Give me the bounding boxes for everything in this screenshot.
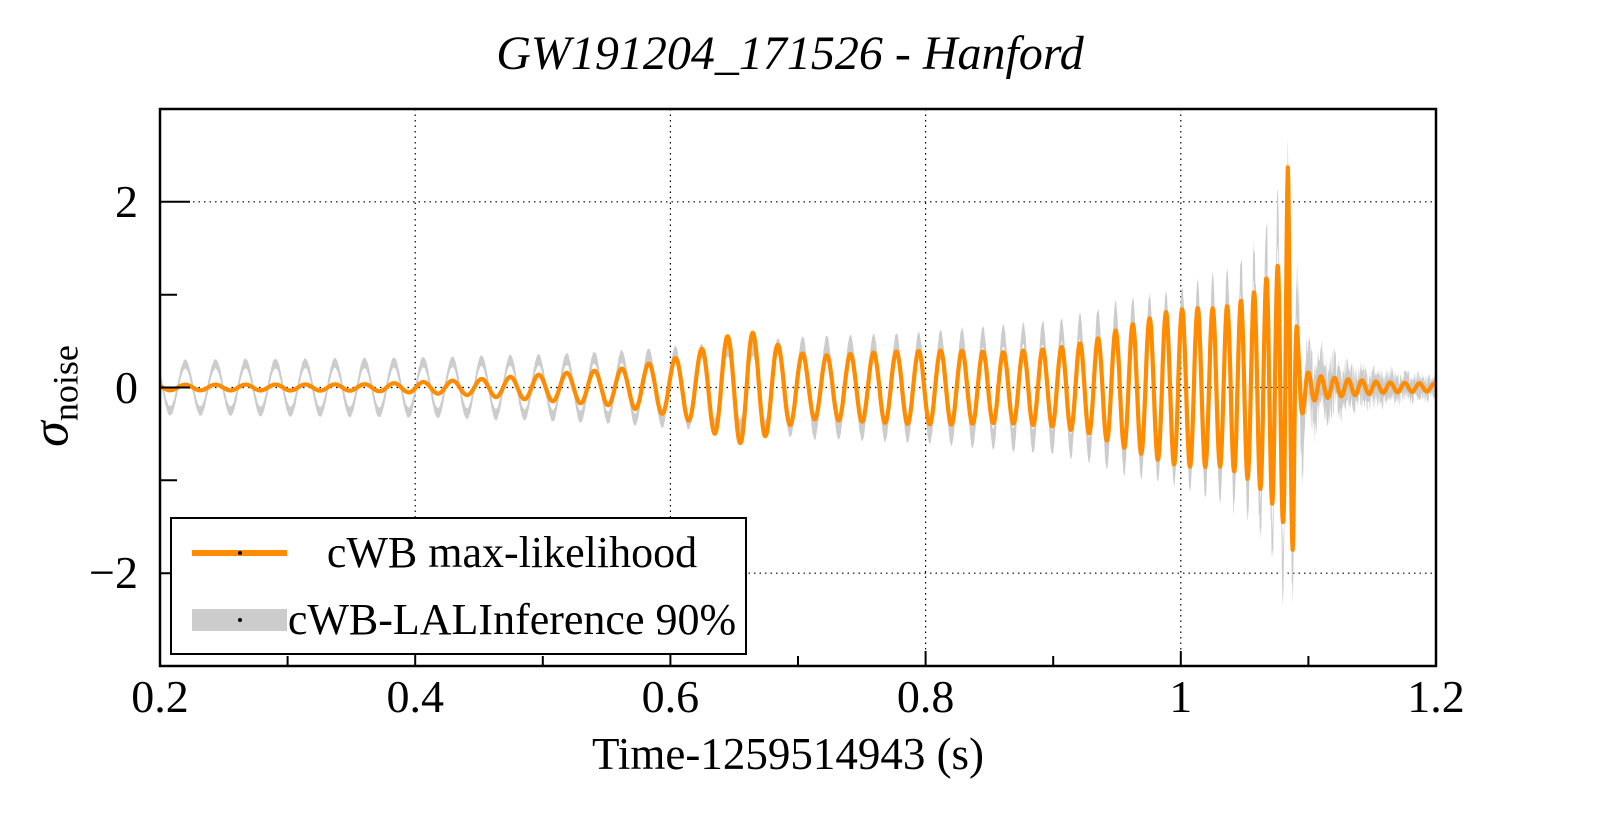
x-tick-label: 0.4: [386, 671, 444, 722]
legend-label: cWB max-likelihood: [326, 528, 698, 577]
legend-entry-credible-band: cWB-LALInference 90%: [172, 586, 745, 653]
x-axis-title: Time-1259514943 (s): [591, 729, 985, 779]
x-tick-label: 1.2: [1407, 671, 1465, 722]
x-tick-label: 0.8: [896, 671, 955, 722]
legend-marker-dot: [237, 550, 242, 555]
waveform-line: [160, 165, 1436, 552]
x-tick-label: 1: [1169, 671, 1193, 722]
legend-marker-dot: [237, 617, 242, 622]
legend: cWB max-likelihood cWB-LALInference 90%: [170, 517, 747, 655]
x-tick-label: 0.6: [641, 671, 700, 722]
legend-line-swatch: [192, 519, 287, 586]
y-tick-label: 2: [115, 175, 138, 227]
legend-band-swatch: [192, 586, 287, 653]
y-tick-label: −2: [89, 547, 138, 599]
y-tick-label: 0: [115, 361, 138, 413]
x-tick-label: 0.2: [131, 671, 189, 722]
plot-frame: [158, 107, 1438, 668]
sigma-symbol: σ: [22, 421, 80, 447]
legend-entry-max-likelihood: cWB max-likelihood: [172, 519, 745, 586]
chart-title: GW191204_171526 - Hanford: [496, 27, 1084, 80]
legend-label: cWB-LALInference 90%: [287, 595, 737, 644]
